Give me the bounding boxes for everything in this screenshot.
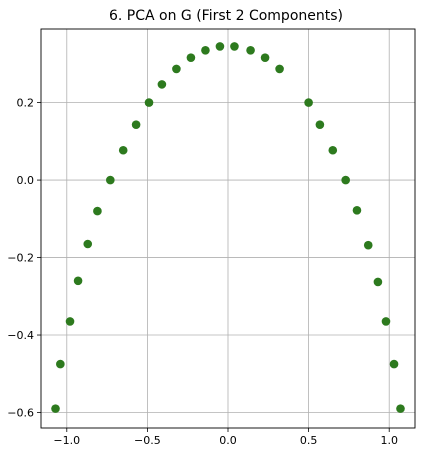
data-point — [328, 145, 338, 155]
data-point — [381, 317, 391, 326]
data-point — [275, 64, 284, 74]
data-point — [215, 42, 225, 51]
data-points — [51, 42, 405, 413]
data-point — [83, 239, 93, 249]
data-point — [246, 46, 255, 55]
x-tick-label: −0.5 — [134, 434, 161, 447]
x-tick-label: 1.0 — [380, 434, 398, 447]
data-point — [363, 240, 373, 250]
data-point — [230, 42, 239, 51]
y-tick-label: −0.2 — [7, 252, 34, 265]
data-point — [341, 175, 350, 185]
data-point — [157, 80, 167, 89]
chart-title: 6. PCA on G (First 2 Components) — [109, 8, 343, 24]
tick-marks — [37, 102, 390, 432]
data-point — [144, 98, 154, 107]
data-point — [352, 205, 362, 215]
data-point — [315, 120, 325, 129]
x-tick-label: 0.0 — [219, 434, 237, 447]
data-point — [65, 317, 75, 326]
data-point — [304, 98, 313, 107]
y-tick-label: 0.2 — [17, 97, 35, 110]
data-point — [186, 53, 196, 62]
data-point — [106, 175, 115, 185]
tick-labels: −1.0 −0.5 0.0 0.5 1.0 −0.6 −0.4 −0.2 0.0 0.2 — [7, 97, 398, 447]
data-point — [389, 359, 399, 369]
data-point — [131, 120, 141, 129]
y-tick-label: 0.0 — [17, 174, 35, 187]
data-point — [93, 206, 102, 216]
x-tick-label: 0.5 — [300, 434, 318, 447]
data-point — [118, 145, 128, 155]
data-point — [51, 404, 60, 413]
data-point — [396, 404, 405, 413]
data-point — [172, 64, 181, 74]
y-tick-label: −0.6 — [7, 407, 34, 420]
data-point — [201, 46, 210, 55]
grid-lines — [41, 29, 415, 428]
data-point — [56, 359, 65, 369]
data-point — [260, 53, 270, 62]
data-point — [373, 277, 383, 287]
data-point — [73, 276, 83, 286]
x-tick-label: −1.0 — [53, 434, 80, 447]
y-tick-label: −0.4 — [7, 329, 34, 342]
